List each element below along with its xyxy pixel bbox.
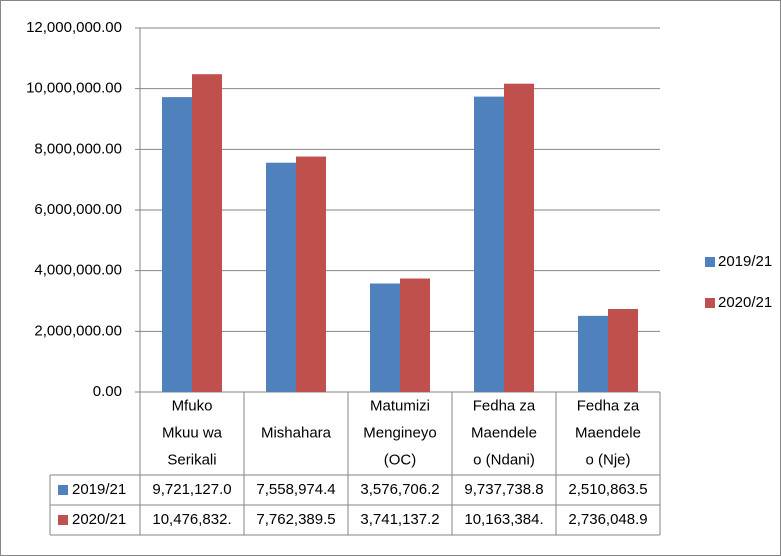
x-tick-label: Maendele [471, 424, 537, 441]
table-cell: 10,476,832. [152, 511, 231, 528]
legend-label: 2020/21 [718, 294, 772, 311]
table-cell: 7,558,974.4 [256, 481, 335, 498]
bar [578, 315, 608, 392]
y-tick-label: 4,000,000.00 [34, 262, 122, 279]
y-tick-label: 6,000,000.00 [34, 201, 122, 218]
table-cell: 2,736,048.9 [568, 511, 647, 528]
x-tick-label: Mengineyo [363, 424, 436, 441]
bar [266, 162, 296, 392]
y-tick-label: 2,000,000.00 [34, 322, 122, 339]
x-tick-label: Mkuu wa [162, 424, 223, 441]
bar [504, 83, 534, 392]
x-tick-label: (OC) [384, 451, 417, 468]
x-tick-label: Serikali [167, 451, 216, 468]
table-cell: 2,510,863.5 [568, 481, 647, 498]
bar [400, 278, 430, 392]
bar [192, 74, 222, 392]
table-cell: 10,163,384. [464, 511, 543, 528]
x-tick-label: Fedha za [473, 397, 536, 414]
x-tick-label: Mishahara [261, 424, 332, 441]
bar [162, 97, 192, 392]
table-cell: 7,762,389.5 [256, 511, 335, 528]
bar [370, 283, 400, 392]
y-tick-label: 10,000,000.00 [26, 80, 122, 97]
legend-key [705, 257, 715, 267]
y-tick-label: 0.00 [93, 383, 122, 400]
table-row-header: 2019/21 [72, 481, 126, 498]
x-tick-label: Mfuko [172, 397, 213, 414]
table-cell: 3,576,706.2 [360, 481, 439, 498]
x-tick-label: Maendele [575, 424, 641, 441]
x-tick-label: o (Nje) [585, 451, 630, 468]
y-tick-label: 12,000,000.00 [26, 19, 122, 36]
y-tick-label: 8,000,000.00 [34, 140, 122, 157]
x-tick-label: Matumizi [370, 397, 430, 414]
legend-key [705, 298, 715, 308]
table-key [58, 515, 68, 525]
bar [608, 309, 638, 392]
table-cell: 9,737,738.8 [464, 481, 543, 498]
table-cell: 9,721,127.0 [152, 481, 231, 498]
bar [296, 156, 326, 392]
bar [474, 96, 504, 393]
table-cell: 3,741,137.2 [360, 511, 439, 528]
x-tick-label: o (Ndani) [473, 451, 535, 468]
legend-label: 2019/21 [718, 253, 772, 270]
table-key [58, 485, 68, 495]
x-tick-label: Fedha za [577, 397, 640, 414]
table-row-header: 2020/21 [72, 511, 126, 528]
